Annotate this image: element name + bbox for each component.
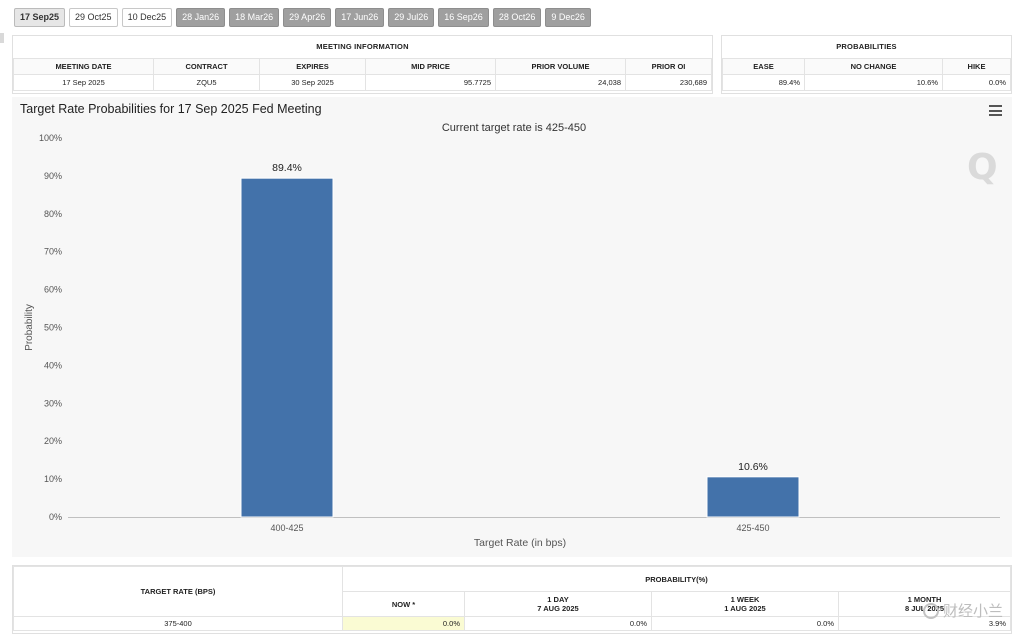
x-axis-label: Target Rate (in bps) (474, 537, 566, 549)
y-tick-label: 20% (44, 436, 62, 446)
target-rate-chart-panel: Target Rate Probabilities for 17 Sep 202… (12, 97, 1012, 557)
header-mid-price: MID PRICE (365, 58, 496, 75)
col-now: NOW * (342, 591, 465, 617)
meeting-date-value: 17 Sep 2025 (13, 74, 154, 91)
y-tick-label: 0% (49, 512, 62, 522)
header-expires: EXPIRES (259, 58, 366, 75)
meeting-information-row: 17 Sep 2025 ZQU5 30 Sep 2025 95.7725 24,… (13, 74, 712, 91)
contract-value: ZQU5 (153, 74, 260, 91)
table-row: 375-400 0.0% 0.0% 0.0% 3.9% (13, 616, 1011, 631)
tab-16-sep26[interactable]: 16 Sep26 (438, 8, 489, 27)
y-tick-label: 80% (44, 209, 62, 219)
meeting-information-title: MEETING INFORMATION (316, 42, 409, 51)
target-rate-probability-panel: TARGET RATE (BPS) PROBABILITY(%) NOW * 1… (12, 565, 1012, 634)
tab-9-dec26[interactable]: 9 Dec26 (545, 8, 591, 27)
tab-29-oct25[interactable]: 29 Oct25 (69, 8, 118, 27)
header-prior-volume: PRIOR VOLUME (495, 58, 626, 75)
target-rate-probability-table: TARGET RATE (BPS) PROBABILITY(%) NOW * 1… (13, 566, 1011, 631)
chart-menu-icon[interactable] (989, 105, 1002, 116)
meeting-date-tabs: 17 Sep25 29 Oct25 10 Dec25 28 Jan26 18 Mar26… (14, 8, 591, 28)
bar-400-425 (240, 177, 334, 518)
probabilities-title: PROBABILITIES (836, 42, 897, 51)
col-1-day-date: 7 AUG 2025 (537, 604, 579, 613)
no-change-value: 10.6% (804, 74, 943, 91)
y-tick-label: 10% (44, 474, 62, 484)
one-day-cell: 0.0% (464, 616, 652, 631)
data-label-425-450: 10.6% (738, 461, 768, 473)
y-tick-label: 50% (44, 323, 62, 333)
hike-value: 0.0% (942, 74, 1011, 91)
y-tick-label: 100% (39, 133, 62, 143)
bar-chart: Current target rate is 425-450 0% 10% 20% 30… (24, 122, 1000, 549)
cme-q-logo: Q (967, 147, 998, 188)
tab-17-jun26[interactable]: 17 Jun26 (335, 8, 385, 27)
header-no-change: NO CHANGE (804, 58, 943, 75)
now-cell: 0.0% (342, 616, 465, 631)
tab-10-dec25[interactable]: 10 Dec25 (121, 8, 173, 27)
y-tick-label: 30% (44, 398, 62, 408)
prior-oi-value: 230,689 (625, 74, 712, 91)
chart-title: Target Rate Probabilities for 17 Sep 202… (20, 102, 322, 116)
tab-17-sep25[interactable]: 17 Sep25 (14, 8, 66, 27)
header-ease: EASE (722, 58, 805, 75)
tab-28-jan26[interactable]: 28 Jan26 (176, 8, 226, 27)
ease-value: 89.4% (722, 74, 805, 91)
target-rate-cell: 375-400 (13, 616, 343, 631)
y-axis-label: Probability (24, 304, 35, 351)
header-meeting-date: MEETING DATE (13, 58, 154, 75)
meeting-information-table: MEETING DATE CONTRACT EXPIRES MID PRICE … (13, 58, 712, 91)
header-contract: CONTRACT (153, 58, 260, 75)
data-label-400-425: 89.4% (272, 162, 302, 174)
col-1-week-top: 1 WEEK (730, 595, 760, 604)
col-1-day: 1 DAY 7 AUG 2025 (464, 591, 652, 617)
col-1-month-top: 1 MONTH (907, 595, 942, 604)
prior-volume-value: 24,038 (495, 74, 626, 91)
mid-price-value: 95.7725 (365, 74, 496, 91)
tab-29-apr26[interactable]: 29 Apr26 (283, 8, 332, 27)
tab-28-oct26[interactable]: 28 Oct26 (492, 8, 542, 27)
tab-29-jul26[interactable]: 29 Jul26 (388, 8, 435, 27)
watermark-text: 财经小兰 (942, 603, 1003, 620)
col-1-day-top: 1 DAY (547, 595, 569, 604)
col-now-label: NOW * (391, 599, 416, 609)
tab-18-mar26[interactable]: 18 Mar26 (229, 8, 280, 27)
x-tick-label-425-450: 425-450 (736, 523, 769, 533)
y-tick-label: 60% (44, 285, 62, 295)
col-1-week: 1 WEEK 1 AUG 2025 (651, 591, 839, 617)
probabilities-panel: PROBABILITIES EASE NO CHANGE HIKE 89.4% … (721, 35, 1012, 94)
bar-425-450 (706, 476, 800, 518)
header-target-rate: TARGET RATE (BPS) (13, 566, 343, 617)
y-tick-label: 90% (44, 171, 62, 181)
header-probability: PROBABILITY(%) (342, 566, 1011, 592)
probabilities-table: EASE NO CHANGE HIKE 89.4% 10.6% 0.0% (722, 58, 1011, 91)
expires-value: 30 Sep 2025 (259, 74, 366, 91)
one-week-cell: 0.0% (651, 616, 839, 631)
meeting-information-panel: MEETING INFORMATION MEETING DATE CONTRAC… (12, 35, 713, 94)
watermark-icon (922, 602, 939, 619)
y-tick-label: 40% (44, 360, 62, 370)
watermark: 财经小兰 (922, 600, 1003, 621)
side-marker (0, 33, 4, 43)
probabilities-row: 89.4% 10.6% 0.0% (722, 74, 1011, 91)
header-prior-oi: PRIOR OI (625, 58, 712, 75)
col-1-week-date: 1 AUG 2025 (724, 604, 766, 613)
x-tick-label-400-425: 400-425 (270, 523, 303, 533)
one-month-cell: 3.9% (838, 616, 1011, 631)
header-hike: HIKE (942, 58, 1011, 75)
chart-subtitle: Current target rate is 425-450 (442, 122, 586, 134)
y-tick-label: 70% (44, 247, 62, 257)
